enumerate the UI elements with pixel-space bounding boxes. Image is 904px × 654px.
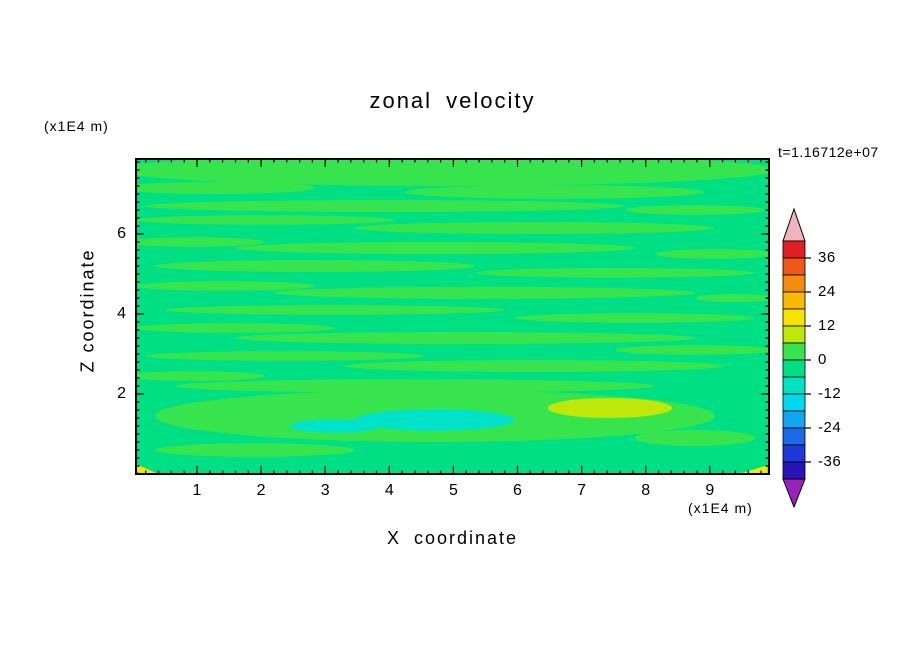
y-axis-title: Z coordinate bbox=[77, 248, 98, 373]
x-axis-unit-label: (x1E4 m) bbox=[688, 500, 753, 516]
colorbar-label: 24 bbox=[818, 283, 836, 300]
x-axis-title: X coordinate bbox=[386, 528, 519, 548]
contour-plot bbox=[135, 158, 770, 475]
x-tick-label: 3 bbox=[320, 482, 330, 499]
colorbar-label: -24 bbox=[818, 419, 842, 436]
x-tick-label: 5 bbox=[448, 482, 458, 499]
x-tick-label: 2 bbox=[256, 482, 266, 499]
x-tick-label: 1 bbox=[192, 482, 202, 499]
colorbar-bottom-arrow bbox=[782, 478, 806, 509]
x-tick-label: 4 bbox=[384, 482, 394, 499]
colorbar-label: -36 bbox=[818, 453, 842, 470]
y-tick-label: 6 bbox=[117, 225, 126, 242]
colorbar-label: 12 bbox=[818, 317, 836, 334]
timestamp-label: t=1.16712e+07 bbox=[778, 144, 879, 160]
x-tick-label: 7 bbox=[577, 482, 587, 499]
colorbar-top-arrow bbox=[782, 207, 806, 242]
y-axis-unit-label: (x1E4 m) bbox=[44, 118, 109, 134]
x-tick-label: 9 bbox=[705, 482, 715, 499]
y-tick-label: 2 bbox=[117, 385, 126, 402]
x-tick-label: 6 bbox=[513, 482, 522, 499]
colorbar-label: 0 bbox=[818, 351, 827, 368]
y-tick-label: 4 bbox=[117, 305, 126, 322]
colorbar bbox=[782, 207, 811, 509]
colorbar-label: 36 bbox=[818, 249, 836, 266]
x-tick-label: 8 bbox=[641, 482, 651, 499]
colorbar-label: -12 bbox=[818, 385, 842, 402]
chart-title: zonal velocity bbox=[369, 88, 536, 113]
